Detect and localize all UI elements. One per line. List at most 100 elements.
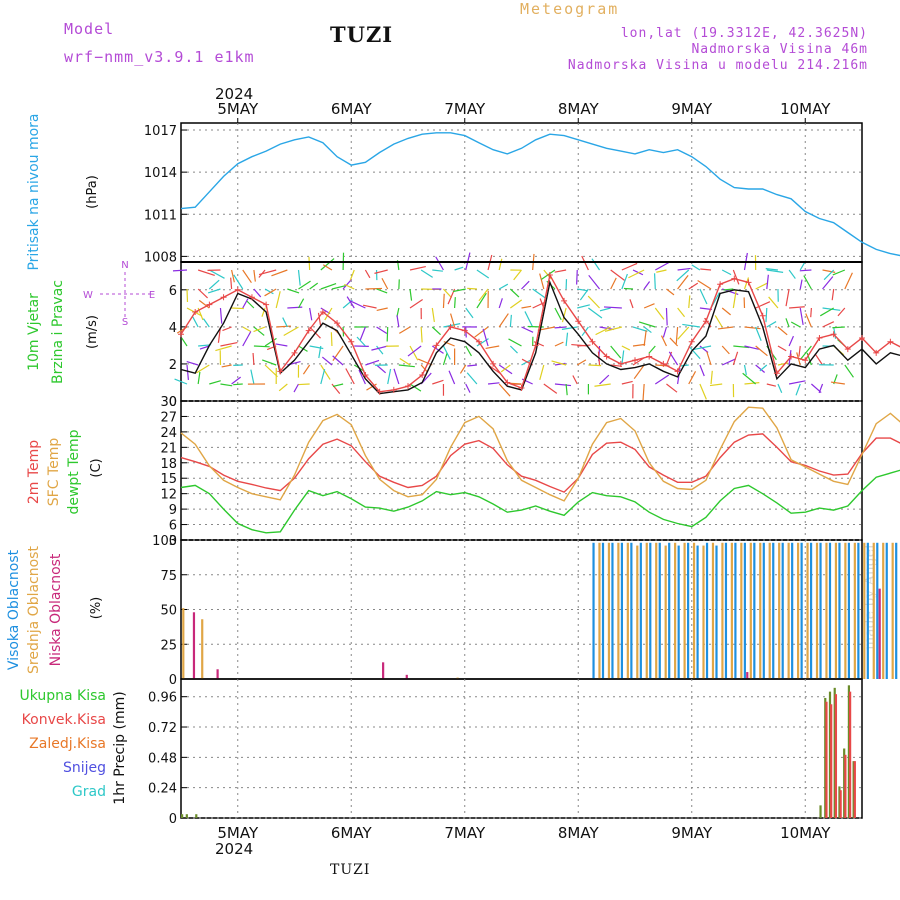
wind-arrow [697, 280, 712, 290]
wind-arrow [181, 337, 188, 347]
wind-arrow [365, 359, 380, 366]
wind-arrow [677, 267, 691, 271]
wind-arrow [643, 303, 655, 309]
wind-arrow [485, 345, 500, 350]
clouds-bar [882, 542, 885, 679]
compass-east: E [149, 290, 155, 301]
gust-marker [518, 385, 525, 392]
wind-arrow [755, 364, 766, 373]
wind-arrow [677, 307, 686, 318]
precip-legend-item: Zaledj.Kisa [29, 736, 106, 752]
gust-marker [546, 271, 553, 278]
gust-marker [192, 309, 199, 316]
wind-arrow [431, 307, 435, 323]
y-tick-label: 27 [160, 410, 177, 425]
gust-marker [561, 297, 568, 304]
clouds-bar [730, 542, 733, 679]
clouds-bar [787, 542, 790, 679]
clouds-bar [592, 542, 595, 679]
wind-arrow [465, 307, 474, 319]
wind-arrow [442, 345, 451, 360]
compass-west: W [83, 290, 93, 301]
wind-arrow [466, 372, 478, 385]
wind-arrow [610, 269, 625, 281]
wind-arrow [345, 368, 355, 385]
wind-arrow [509, 314, 512, 328]
wind-arrow [660, 335, 667, 347]
precip-legend-item: Grad [72, 784, 106, 800]
top-day-label: 9MAY [671, 100, 713, 118]
clouds-bar [649, 542, 652, 679]
wind-arrow [588, 364, 602, 367]
gust-marker [475, 338, 482, 345]
gust-marker [745, 279, 752, 286]
y-tick-label: 4 [169, 321, 177, 336]
wind-arrow [396, 315, 400, 328]
wind-arrow [442, 353, 448, 366]
wind-arrow [532, 288, 546, 299]
clouds-bar [664, 545, 667, 679]
wind-arrow [498, 298, 503, 309]
wind-arrow [476, 269, 490, 279]
wind-arrow [629, 299, 634, 309]
clouds-bar [895, 542, 898, 679]
wind-arrow [435, 256, 444, 271]
wind-arrow [759, 364, 768, 372]
wind-arrow [777, 362, 789, 366]
clouds-bar [639, 542, 642, 679]
wind-arrow [818, 383, 824, 394]
wind-arrow [233, 274, 244, 290]
top-year-label: 2024 [215, 85, 253, 103]
precipitation-bar [819, 805, 822, 818]
wind-arrow [837, 307, 846, 317]
clouds-bar [828, 542, 832, 679]
clouds-bar [192, 612, 196, 679]
wind-arrow [588, 274, 601, 290]
clouds-bar [636, 545, 639, 679]
wind-arrow [381, 277, 389, 290]
wind-arrow [320, 283, 337, 290]
wind-arrow [623, 287, 634, 290]
y-tick-label: 1017 [144, 124, 177, 139]
y-tick-label: 25 [160, 638, 177, 653]
wind-arrow [332, 355, 344, 366]
wind-arrow [844, 364, 854, 378]
wind-series-0-line [180, 279, 900, 395]
pressure-unit: (hPa) [85, 175, 100, 209]
cloud-unit: (%) [89, 597, 104, 620]
wind-arrow [621, 273, 628, 290]
clouds-bar [201, 619, 204, 679]
clouds-bar [885, 542, 888, 679]
wind-arrow [643, 330, 647, 347]
gust-marker [504, 379, 511, 386]
y-tick-label: 0.24 [148, 782, 177, 797]
wind-arrow [765, 268, 779, 271]
wind-arrow [668, 351, 679, 366]
wind-arrow [677, 326, 690, 340]
gust-marker [461, 327, 468, 334]
wind-arrow [302, 364, 311, 375]
gust-marker [773, 370, 780, 377]
wind-arrow [755, 326, 762, 342]
wind-arrow [407, 345, 422, 357]
gust-marker [348, 338, 355, 345]
wind-arrow [264, 364, 278, 378]
clouds-bar [611, 542, 614, 679]
model-label: Model [64, 20, 115, 38]
gust-marker [632, 357, 638, 364]
wind-arrow [822, 276, 834, 290]
elevation: Nadmorska Visina 46m [691, 42, 868, 57]
wind-arrow [487, 382, 500, 385]
wind-arrow [322, 264, 333, 271]
precip-unit: 1hr Precip (mm) [112, 691, 128, 804]
y-tick-label: 1008 [144, 250, 177, 265]
wind-arrow [554, 269, 567, 273]
wind-arrow [571, 343, 589, 347]
wind-arrow [777, 345, 787, 352]
wind-arrow [474, 326, 489, 338]
wind-arrow [264, 288, 277, 297]
wind-arrow [633, 364, 645, 380]
clouds-bar [601, 542, 605, 679]
wind-arrow [287, 288, 300, 294]
clouds-bar [721, 542, 724, 679]
